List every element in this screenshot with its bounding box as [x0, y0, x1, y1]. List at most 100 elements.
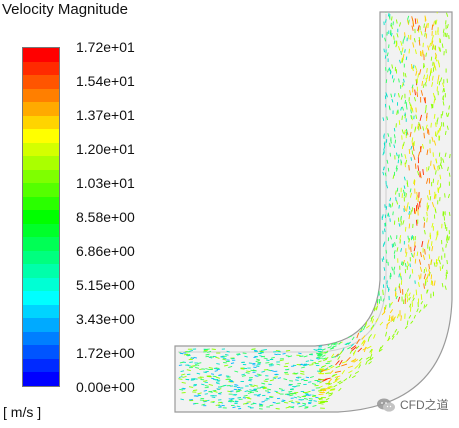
- velocity-vector: [415, 219, 418, 226]
- velocity-vector: [408, 211, 411, 215]
- velocity-vector: [335, 365, 341, 369]
- velocity-vector: [407, 34, 410, 40]
- velocity-vector: [397, 159, 400, 164]
- velocity-vector: [407, 15, 410, 20]
- velocity-vector: [257, 374, 262, 377]
- velocity-vector: [187, 364, 192, 367]
- velocity-vector: [390, 22, 392, 27]
- color-scale-tick-label: 6.86e+00: [76, 243, 135, 259]
- velocity-vector: [220, 385, 225, 388]
- velocity-vector: [322, 378, 328, 382]
- velocity-vector: [252, 402, 257, 405]
- velocity-vector: [425, 303, 428, 308]
- velocity-vector: [382, 289, 384, 296]
- velocity-vector: [318, 378, 324, 381]
- velocity-vector: [411, 137, 414, 143]
- velocity-vector: [407, 19, 410, 25]
- velocity-vector: [348, 370, 353, 374]
- velocity-vector: [393, 250, 396, 254]
- velocity-vector: [189, 398, 193, 401]
- velocity-vector: [397, 296, 401, 302]
- velocity-vector: [426, 273, 429, 279]
- color-scale-tick-label: 3.43e+00: [76, 311, 135, 327]
- velocity-vector: [431, 241, 433, 246]
- velocity-vector: [444, 285, 447, 290]
- velocity-vector: [444, 130, 447, 135]
- velocity-vector: [335, 360, 340, 366]
- velocity-vector: [389, 203, 392, 208]
- velocity-vector: [422, 126, 425, 131]
- velocity-vector: [347, 341, 351, 345]
- velocity-vector: [438, 46, 441, 52]
- velocity-vector: [430, 122, 432, 128]
- velocity-vector: [385, 249, 387, 254]
- velocity-vector: [354, 308, 357, 313]
- velocity-vector: [429, 196, 432, 201]
- velocity-vector: [348, 320, 352, 324]
- velocity-vector: [391, 266, 394, 271]
- legend-units: [ m/s ]: [3, 404, 42, 420]
- velocity-vector: [429, 42, 432, 48]
- velocity-vector: [372, 301, 376, 306]
- velocity-vector: [232, 406, 236, 409]
- velocity-vector: [247, 392, 252, 394]
- velocity-vector: [309, 376, 314, 379]
- velocity-vector: [411, 107, 414, 113]
- velocity-vector: [357, 318, 360, 324]
- velocity-vector: [387, 213, 390, 218]
- velocity-vector: [382, 151, 385, 156]
- velocity-vector: [328, 364, 333, 368]
- velocity-vector: [356, 338, 360, 345]
- velocity-vector: [433, 262, 436, 267]
- velocity-vector: [341, 363, 348, 367]
- velocity-vector: [179, 361, 184, 364]
- velocity-vector: [253, 384, 259, 387]
- velocity-vector: [354, 365, 359, 370]
- velocity-vector: [252, 369, 257, 372]
- velocity-vector: [442, 82, 445, 88]
- velocity-vector: [427, 195, 429, 200]
- velocity-vector: [391, 202, 394, 207]
- velocity-vector: [288, 390, 293, 393]
- velocity-vector: [434, 45, 437, 50]
- velocity-vector: [366, 314, 370, 318]
- velocity-vector: [237, 388, 242, 391]
- velocity-vector: [216, 368, 221, 371]
- velocity-vector: [433, 140, 437, 146]
- velocity-vector: [433, 21, 435, 27]
- velocity-vector: [410, 115, 413, 120]
- velocity-vector: [285, 406, 290, 409]
- velocity-vector: [344, 326, 348, 330]
- velocity-vector: [408, 206, 411, 210]
- velocity-vector: [361, 335, 366, 340]
- velocity-vector: [391, 98, 394, 103]
- velocity-vector: [236, 405, 241, 408]
- velocity-vector: [405, 128, 408, 133]
- velocity-vector: [422, 83, 425, 89]
- velocity-vector: [438, 152, 441, 157]
- velocity-vector: [387, 317, 391, 322]
- velocity-vector: [263, 380, 268, 383]
- watermark-text: CFD之道: [400, 398, 449, 412]
- velocity-vector: [285, 355, 290, 357]
- velocity-vector: [433, 164, 435, 170]
- velocity-vector: [402, 53, 405, 60]
- velocity-vector: [244, 390, 249, 393]
- velocity-vector: [343, 378, 348, 382]
- velocity-vector: [398, 205, 400, 209]
- velocity-vector: [425, 124, 428, 130]
- velocity-vector: [426, 149, 429, 156]
- velocity-vector: [320, 388, 325, 390]
- velocity-vector: [399, 286, 402, 294]
- velocity-vector: [189, 349, 194, 352]
- velocity-vector: [400, 275, 402, 280]
- color-swatch: [23, 142, 59, 157]
- velocity-vector: [347, 335, 352, 339]
- color-scale-tick-label: 1.54e+01: [76, 73, 135, 89]
- velocity-vector: [283, 378, 288, 381]
- velocity-vector: [420, 300, 423, 305]
- velocity-vector: [402, 39, 404, 44]
- velocity-vector: [394, 139, 397, 144]
- velocity-vector: [366, 300, 369, 304]
- velocity-vector: [425, 112, 428, 119]
